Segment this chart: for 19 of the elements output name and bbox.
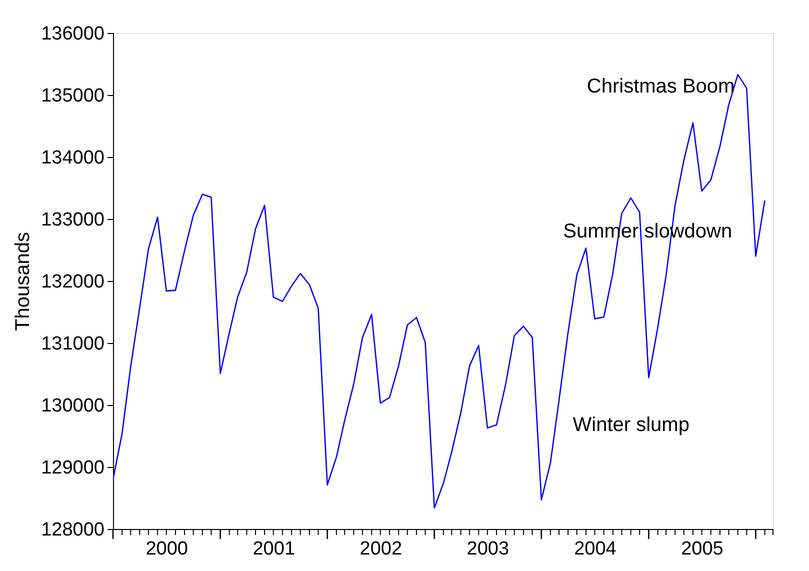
x-tick-label: 2003 [466,538,510,560]
y-tick-label: 136000 [41,24,104,44]
x-tick-label: 2005 [681,538,724,560]
y-tick-label: 130000 [41,396,104,416]
y-tick-label: 129000 [41,458,104,478]
y-axis-title: Thousands [12,232,34,331]
y-tick-label: 132000 [41,272,104,292]
x-tick-label: 2000 [146,538,188,560]
annotation: Christmas Boom [586,76,735,98]
y-tick-label: 134000 [41,148,104,168]
line-series [113,74,766,509]
y-tick-label: 128000 [41,520,104,540]
y-tick-label: 133000 [41,210,104,230]
x-tick-label: 2004 [574,538,617,560]
x-tick-label: 2001 [252,538,296,560]
x-tick-label: 2002 [360,538,402,560]
y-tick-label: 135000 [41,86,104,106]
y-tick-label: 131000 [41,334,104,354]
annotation: Winter slump [572,414,690,436]
